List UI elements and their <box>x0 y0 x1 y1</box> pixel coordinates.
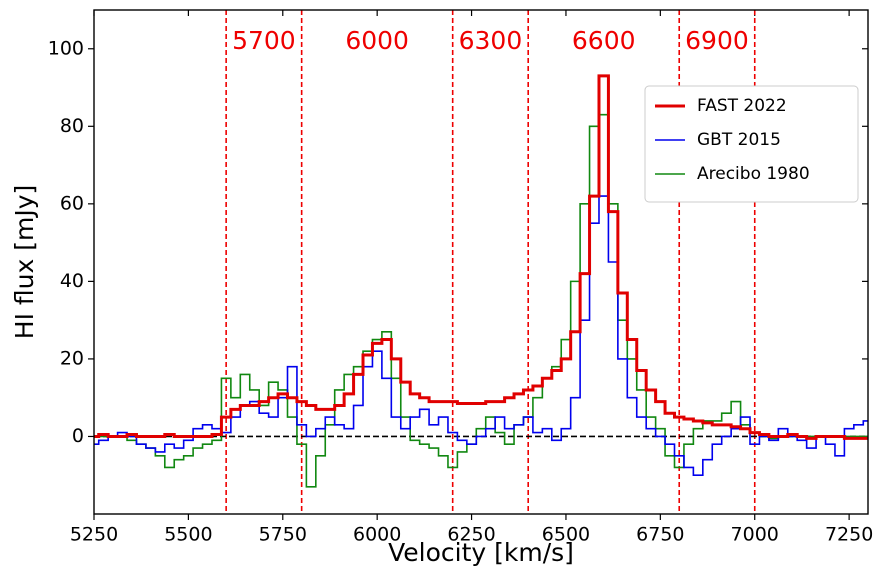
annotation: 6000 <box>345 26 409 55</box>
x-tick-label: 6250 <box>447 524 495 546</box>
legend-box <box>644 85 859 203</box>
annotation: 6900 <box>685 26 749 55</box>
x-tick-label: 6000 <box>353 524 401 546</box>
x-tick-label: 5500 <box>164 524 212 546</box>
plot-frame <box>93 9 869 515</box>
x-tick-label: 7250 <box>825 524 873 546</box>
y-tick-label: 80 <box>60 115 84 137</box>
x-axis-label: Velocity [km/s] <box>388 538 574 567</box>
x-tick-label: 7000 <box>731 524 779 546</box>
x-tick-label: 5250 <box>70 524 118 546</box>
annotation: 5700 <box>232 26 296 55</box>
y-tick-label: 60 <box>60 192 84 214</box>
y-tick-label: 20 <box>60 347 84 369</box>
y-axis-label: HI flux [mJy] <box>10 185 39 339</box>
y-tick-label: 40 <box>60 270 84 292</box>
y-tick-label: 100 <box>48 37 84 59</box>
legend-label: GBT 2015 <box>697 130 781 150</box>
x-tick-label: 6750 <box>636 524 684 546</box>
y-tick-label: 0 <box>72 425 84 447</box>
series-line <box>94 74 868 440</box>
annotation: 6600 <box>572 26 636 55</box>
legend-label: FAST 2022 <box>697 96 787 116</box>
legend-label: Arecibo 1980 <box>697 164 810 184</box>
x-tick-label: 6500 <box>542 524 590 546</box>
x-tick-label: 5750 <box>259 524 307 546</box>
annotation: 6300 <box>459 26 523 55</box>
